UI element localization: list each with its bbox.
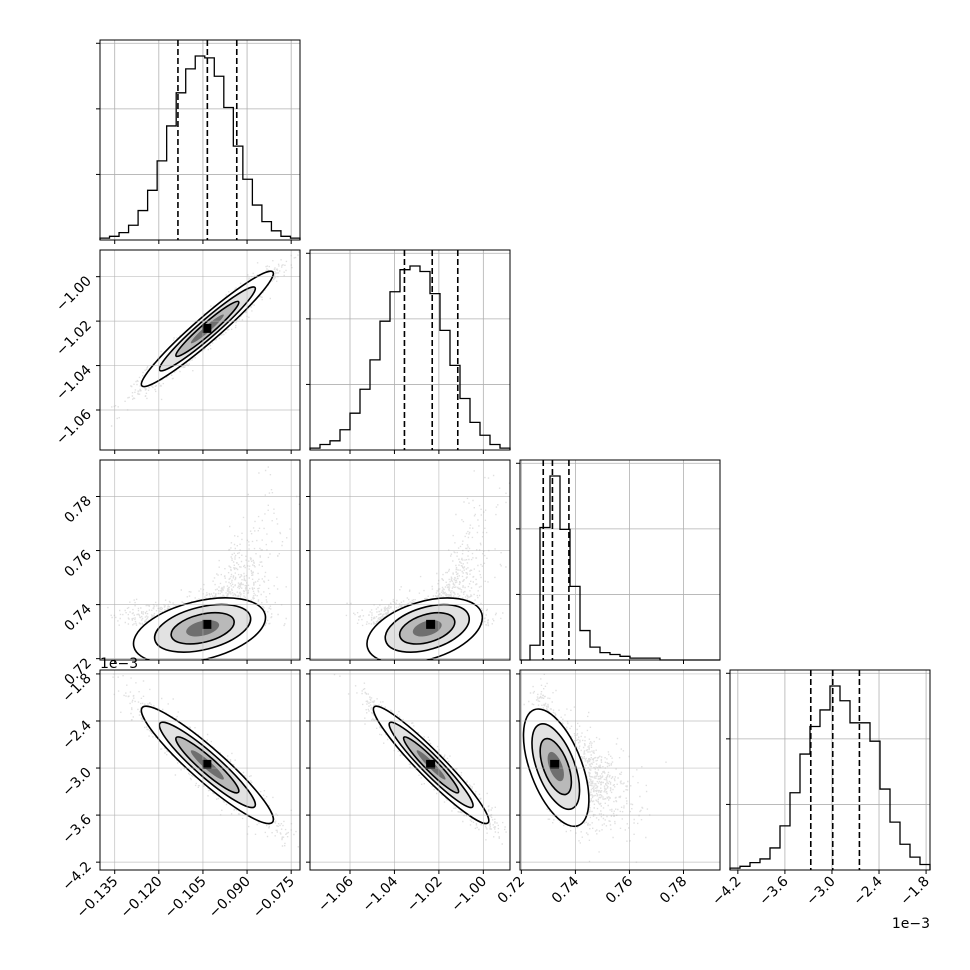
y-tick-label: −4.2 — [59, 859, 94, 894]
joint-panel-2-3 — [519, 669, 721, 871]
x-tick-label: 0.74 — [549, 873, 582, 906]
y-tick-label: 0.76 — [61, 547, 94, 580]
density-peak — [426, 759, 436, 769]
histogram-step — [729, 685, 931, 870]
panel-frame — [519, 459, 721, 661]
panel-frame — [309, 459, 511, 661]
x-tick-label: −1.8 — [898, 874, 933, 909]
histogram-step — [99, 55, 301, 240]
panel-frame — [309, 249, 511, 451]
y-offset-label: 1e−3 — [100, 656, 138, 672]
histogram-step — [309, 265, 511, 450]
joint-contents — [110, 251, 300, 427]
histogram-panel-0 — [96, 39, 301, 241]
panel-frame — [309, 669, 511, 871]
x-tick-label: −0.090 — [206, 874, 254, 922]
panel-frame — [99, 669, 301, 871]
histogram-panel-3 — [726, 669, 931, 871]
scatter-points — [345, 470, 510, 627]
histogram-step — [520, 475, 720, 661]
panel-frame — [99, 39, 301, 241]
density-peak — [550, 759, 560, 769]
x-tick-label: −0.075 — [250, 874, 298, 922]
joint-contents — [345, 470, 510, 660]
x-tick-label: −2.4 — [850, 873, 885, 908]
y-tick-label: 0.74 — [61, 601, 94, 634]
x-tick-label: −0.105 — [162, 874, 210, 922]
density-peak — [426, 619, 436, 629]
x-tick-label: −1.00 — [449, 874, 491, 916]
x-tick-label: −1.04 — [360, 873, 402, 915]
y-tick-label: −3.0 — [59, 765, 94, 800]
x-tick-label: 0.76 — [603, 873, 636, 906]
density-peak — [202, 759, 212, 769]
histogram-panel-2 — [516, 459, 721, 661]
joint-contents — [333, 673, 510, 845]
histogram-panel-1 — [306, 249, 511, 451]
y-tick-label: −1.06 — [53, 406, 95, 448]
density-peak — [202, 619, 212, 629]
y-tick-label: −1.00 — [53, 273, 95, 315]
x-tick-label: −4.2 — [709, 874, 744, 909]
y-tick-label: −1.04 — [53, 362, 95, 404]
joint-panel-0-1 — [99, 249, 301, 451]
panel-frame — [99, 459, 301, 661]
panel-frame — [99, 249, 301, 451]
x-tick-label: −1.02 — [404, 874, 446, 916]
joint-panel-1-3 — [309, 669, 511, 871]
panel-frame — [729, 669, 931, 871]
x-tick-label: −3.6 — [756, 873, 791, 908]
x-tick-label: −0.120 — [118, 874, 166, 922]
y-tick-label: −3.6 — [59, 812, 94, 847]
x-tick-label: 0.72 — [495, 874, 528, 907]
density-peak — [202, 323, 212, 333]
x-tick-label: −3.0 — [803, 874, 838, 909]
joint-panel-1-2 — [309, 459, 511, 661]
panel-frame — [519, 669, 721, 871]
y-tick-label: 0.78 — [61, 493, 94, 526]
y-tick-label: −1.02 — [53, 318, 95, 360]
x-offset-label: 1e−3 — [892, 916, 930, 932]
x-tick-label: −1.06 — [315, 873, 357, 915]
x-tick-label: 0.78 — [657, 874, 690, 907]
scatter-points — [100, 466, 300, 627]
joint-panel-0-2 — [99, 459, 301, 661]
joint-panel-0-3 — [99, 669, 301, 871]
joint-contents — [112, 673, 300, 848]
y-tick-label: −2.4 — [59, 717, 94, 752]
